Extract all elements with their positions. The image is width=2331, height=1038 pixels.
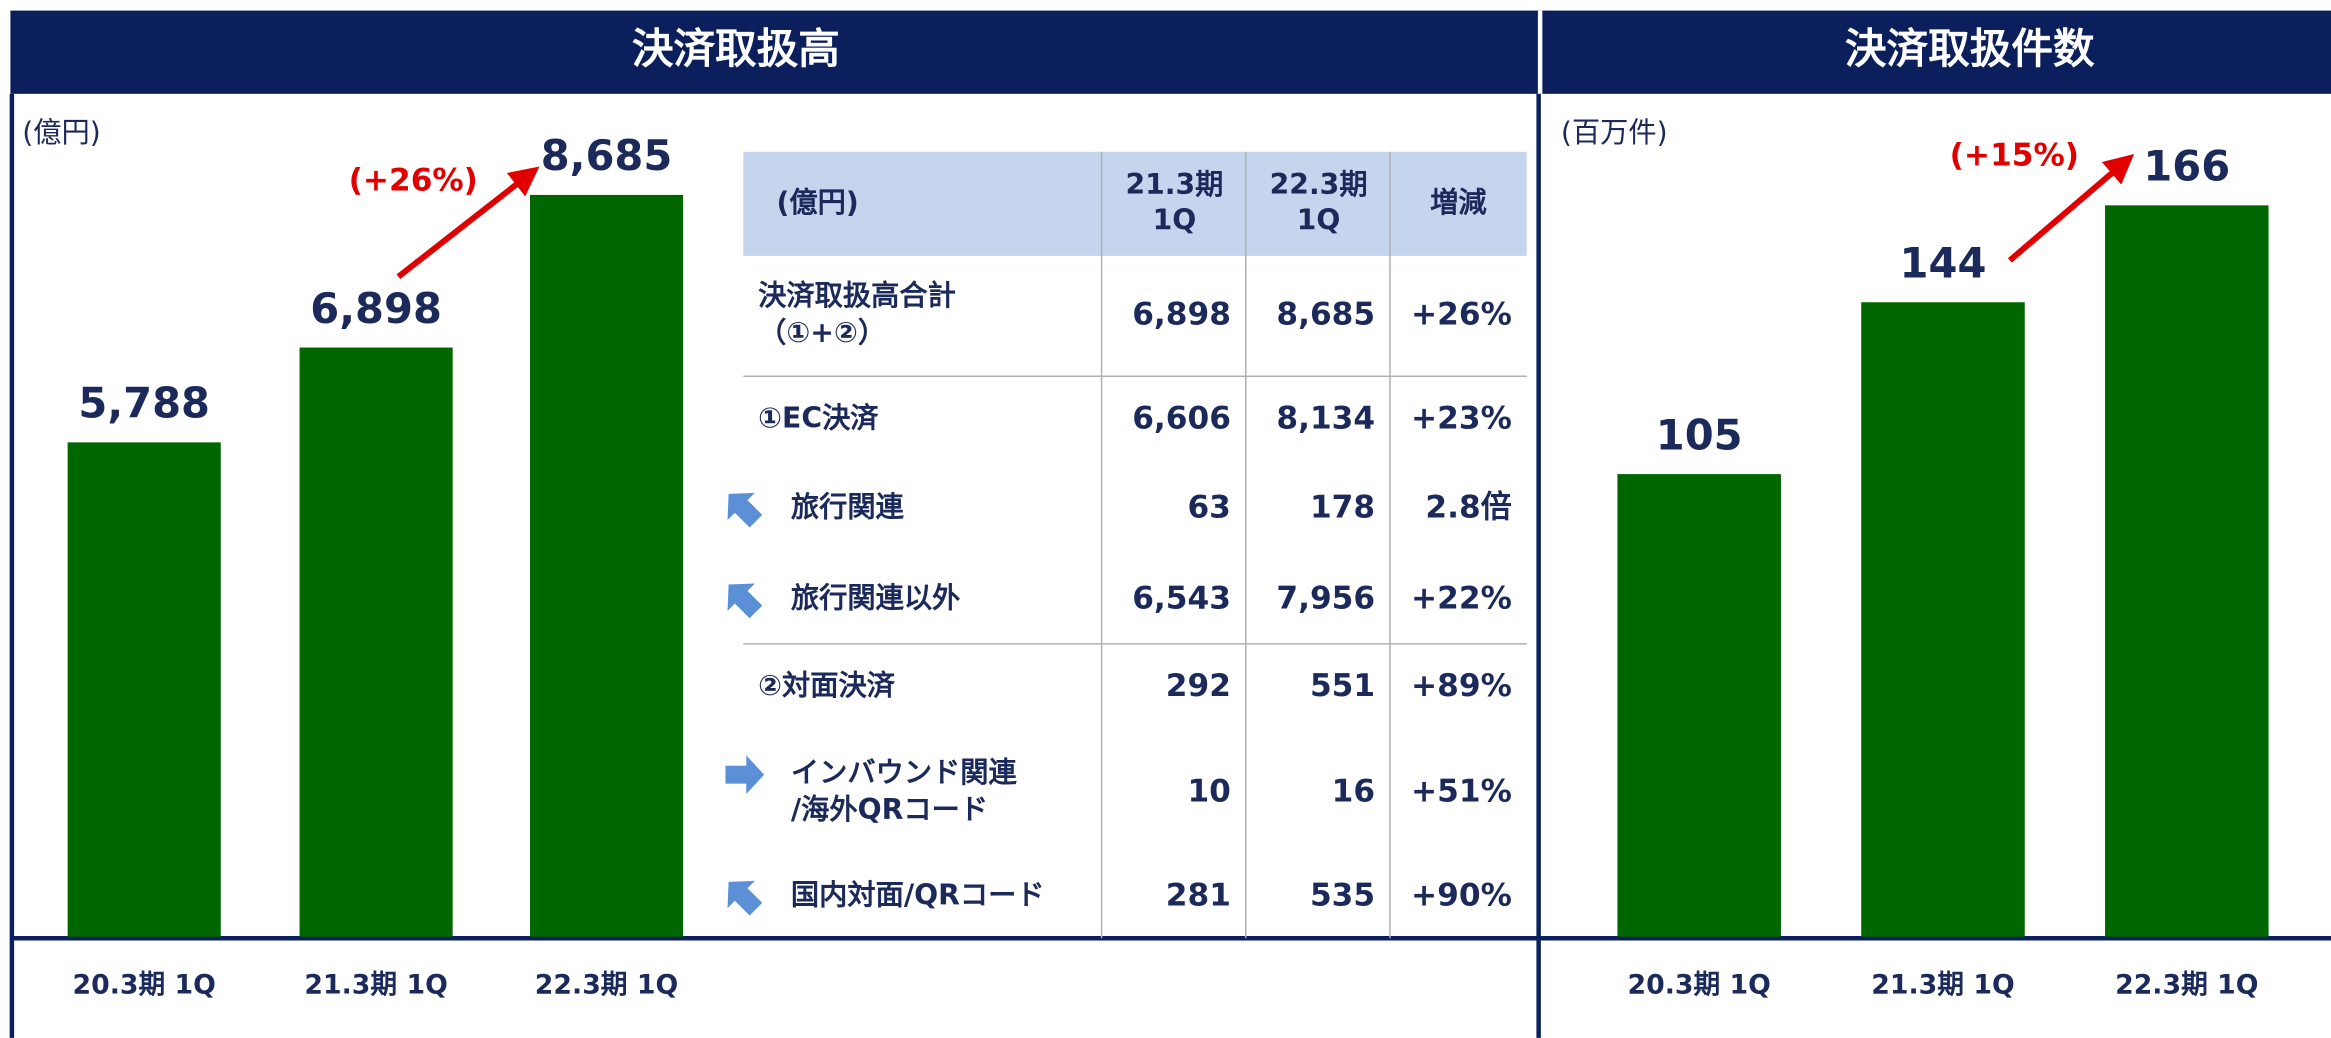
x-tick-label: 20.3期 1Q: [72, 969, 215, 1000]
row-icon: [725, 755, 765, 795]
value-label: 8,685: [541, 131, 673, 180]
unit-label: (百万件): [1561, 116, 1668, 149]
row-icon: [727, 492, 763, 528]
value-label: 105: [1656, 410, 1743, 459]
row-label: 旅行関連: [791, 491, 905, 524]
annotation: (+26%): [349, 163, 478, 199]
table-cell: 10: [1187, 774, 1230, 810]
bar: [67, 442, 221, 937]
x-tick-label: 22.3期 1Q: [2115, 969, 2258, 1000]
row-label: ①EC決済: [758, 401, 879, 434]
table-header: 増減: [1430, 186, 1487, 219]
table-cell: 6,606: [1132, 400, 1231, 436]
table-header: (億円): [776, 186, 858, 219]
row-label: インバウンド関連: [791, 756, 1018, 789]
panel-title: 決済取扱高: [632, 24, 840, 73]
x-tick-label: 20.3期 1Q: [1627, 969, 1770, 1000]
row-icon: [727, 880, 763, 916]
table-header: 22.3期: [1270, 168, 1368, 201]
panel-title: 決済取扱件数: [1845, 24, 2095, 73]
table-grid: [743, 151, 1527, 939]
row-label: （①+②）: [758, 316, 886, 349]
row-label: /海外QRコード: [791, 793, 988, 826]
bar: [299, 347, 453, 937]
table-header: 1Q: [1297, 204, 1341, 237]
table-cell: 535: [1310, 878, 1375, 914]
table-cell: 292: [1166, 668, 1231, 704]
value-label: 144: [1900, 239, 1987, 288]
row-label: 国内対面/QRコード: [791, 879, 1045, 912]
bar: [1861, 302, 2025, 937]
table-header: 1Q: [1153, 204, 1197, 237]
table-cell: +51%: [1411, 774, 1512, 810]
value-label: 166: [2143, 142, 2230, 191]
table-cell: 6,898: [1132, 296, 1231, 332]
table-header: 21.3期: [1125, 168, 1223, 201]
table-header-bg: [743, 151, 1527, 256]
table-cell: +26%: [1411, 296, 1512, 332]
annotation-arrow: [2007, 154, 2135, 263]
table-cell: 6,543: [1132, 580, 1231, 616]
value-label: 6,898: [310, 284, 442, 333]
header-bar: [10, 10, 2331, 94]
table-cell: 7,956: [1276, 580, 1375, 616]
table-cell: +23%: [1411, 400, 1512, 436]
x-tick-label: 21.3期 1Q: [1871, 969, 2014, 1000]
x-tick-label: 21.3期 1Q: [304, 969, 447, 1000]
table-cell: 551: [1310, 668, 1375, 704]
table-cell: 2.8倍: [1425, 490, 1511, 526]
annotation-arrow: [396, 166, 540, 280]
bar: [2105, 205, 2269, 937]
bar: [1617, 474, 1781, 937]
table-cell: 8,134: [1276, 400, 1375, 436]
unit-label: (億円): [22, 116, 101, 149]
row-label: ②対面決済: [758, 669, 896, 702]
row-label: 旅行関連以外: [791, 581, 960, 614]
table-cell: 63: [1187, 490, 1230, 526]
table-cell: +90%: [1411, 878, 1512, 914]
value-label: 5,788: [78, 379, 210, 428]
annotation: (+15%): [1950, 137, 2079, 173]
table-cell: 281: [1166, 878, 1231, 914]
x-tick-label: 22.3期 1Q: [535, 969, 678, 1000]
bar: [529, 194, 684, 937]
table-cell: +22%: [1411, 580, 1512, 616]
table-cell: +89%: [1411, 668, 1512, 704]
table-cell: 16: [1332, 774, 1375, 810]
row-label: 決済取扱高合計: [758, 279, 956, 312]
table-cell: 8,685: [1276, 296, 1375, 332]
row-icon: [727, 583, 763, 619]
table-cell: 178: [1310, 490, 1375, 526]
